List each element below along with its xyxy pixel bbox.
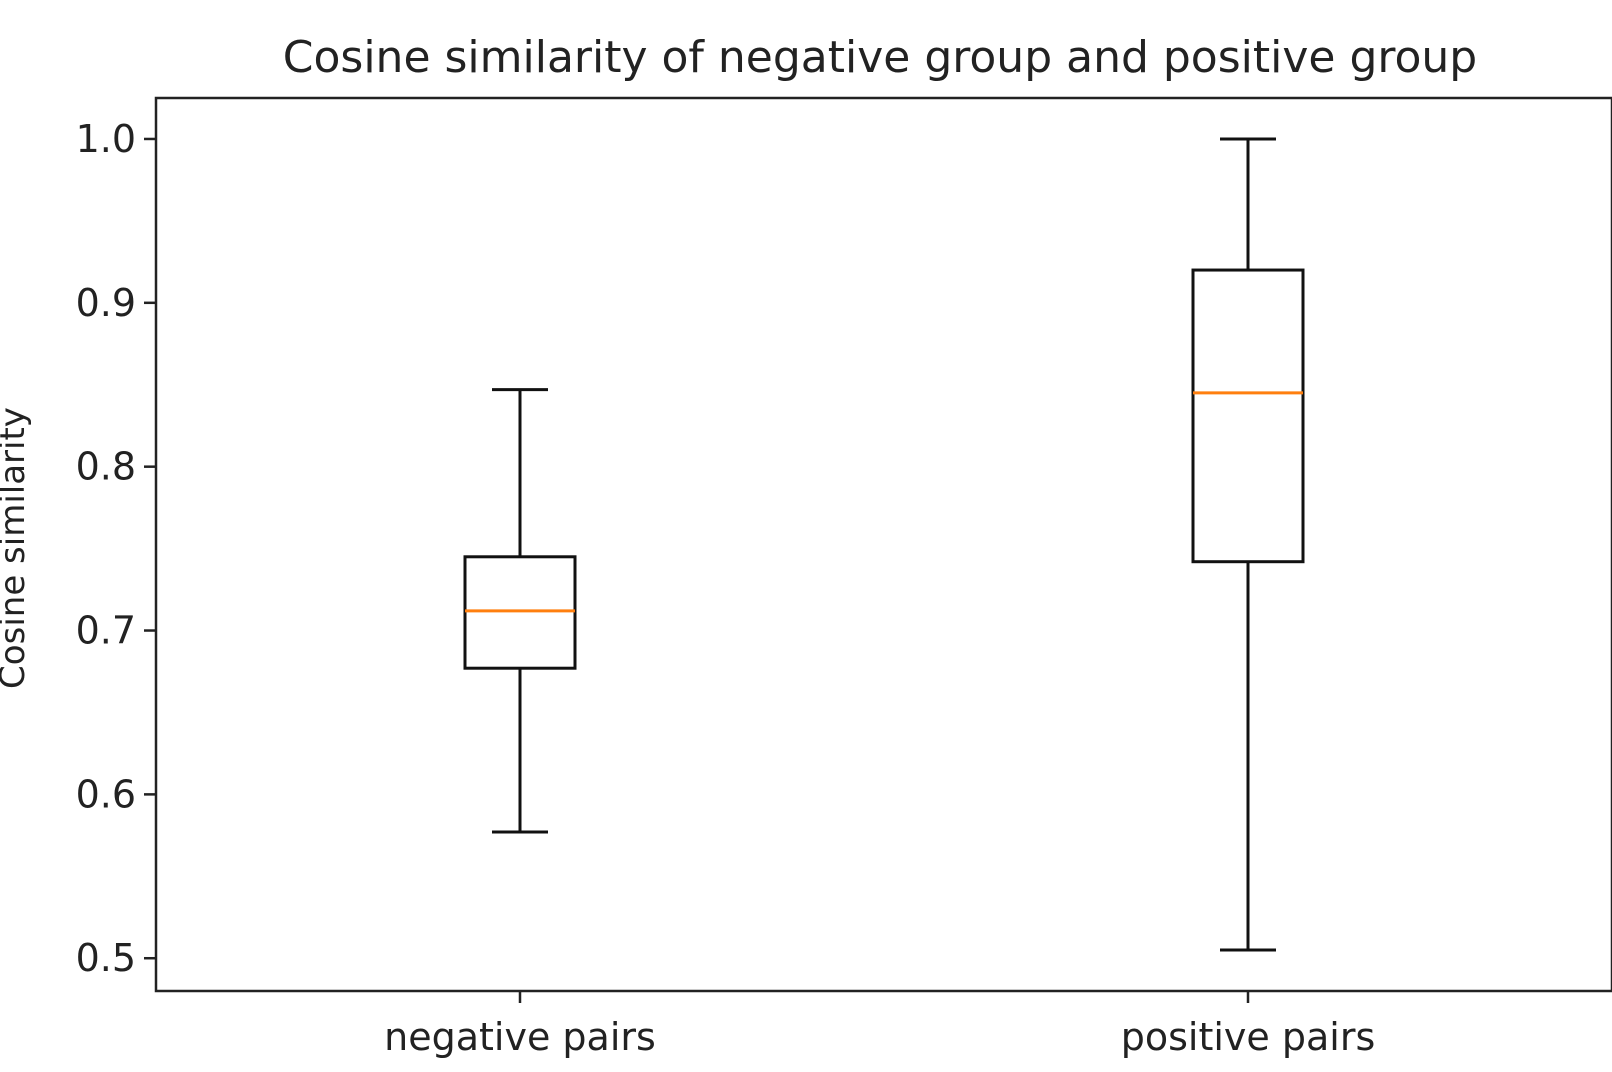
- iqr-box: [1191, 268, 1305, 564]
- y-tick-label: 0.9: [76, 281, 136, 325]
- iqr-box: [463, 555, 577, 670]
- x-tick-label: positive pairs: [1121, 1015, 1376, 1059]
- y-tick-label: 0.8: [76, 445, 136, 489]
- x-tick-label: negative pairs: [384, 1015, 656, 1059]
- box-series: [463, 137, 1305, 952]
- chart-title: Cosine similarity of negative group and …: [283, 32, 1477, 83]
- y-axis-ticks: 0.5 0.6 0.7 0.8 0.9 1.0: [76, 117, 156, 980]
- y-tick-label: 1.0: [76, 117, 136, 161]
- x-axis-ticks: negative pairs positive pairs: [384, 991, 1375, 1059]
- y-tick-label: 0.6: [76, 772, 136, 816]
- plot-area-frame: [154, 96, 1612, 993]
- box-group: [463, 388, 577, 834]
- y-tick-label: 0.7: [76, 609, 136, 653]
- y-axis-label: Cosine similarity: [0, 407, 33, 689]
- box-group: [1191, 137, 1305, 952]
- y-tick-label: 0.5: [76, 936, 136, 980]
